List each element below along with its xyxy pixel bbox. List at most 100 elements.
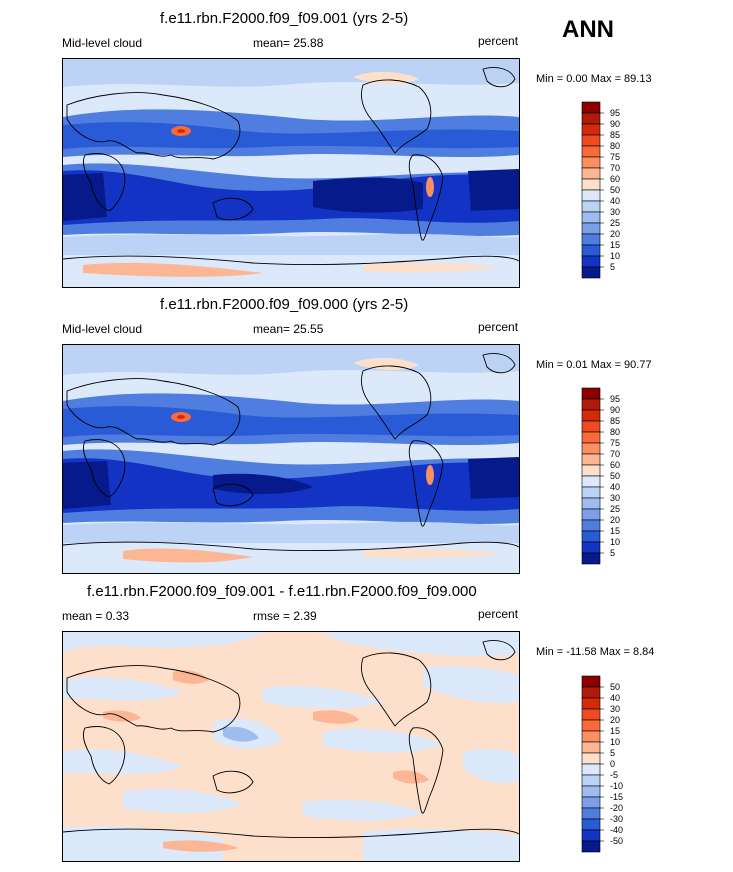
panel3-rmse-label: rmse = 2.39 — [253, 609, 317, 623]
colorbar-tick-label: 50 — [610, 682, 620, 692]
colorbar-swatch — [581, 785, 601, 798]
panel1-coastlines — [63, 67, 519, 266]
panel3-minmax-label: Min = -11.58 Max = 8.84 — [536, 646, 655, 658]
panel3-colorbar: 50 40 30 20 15 10 5 0 -5 -10 -15 -20 -30 -40 -50 — [581, 675, 642, 854]
panel2-units-label: percent — [478, 320, 519, 334]
colorbar-tick-label: 85 — [610, 130, 620, 140]
panel1-units-label: percent — [478, 34, 519, 48]
colorbar-tick-label: 25 — [610, 218, 620, 228]
colorbar-tick-label: 40 — [610, 482, 620, 492]
colorbar-tick-label: 80 — [610, 141, 620, 151]
colorbar-swatch — [581, 453, 601, 466]
colorbar-swatch — [581, 145, 601, 158]
colorbar-tick-label: 90 — [610, 405, 620, 415]
colorbar-swatch — [581, 233, 601, 246]
colorbar-tick-label: 75 — [610, 438, 620, 448]
colorbar-tick-label: -50 — [610, 836, 623, 846]
colorbar-swatch — [581, 222, 601, 235]
colorbar-tick-label: 5 — [610, 748, 615, 758]
colorbar-tick-label: 40 — [610, 196, 620, 206]
colorbar-swatch — [581, 112, 601, 125]
panel2-minmax-label: Min = 0.01 Max = 90.77 — [536, 359, 652, 371]
colorbar-swatch — [581, 431, 601, 444]
colorbar-swatch — [581, 497, 601, 510]
panel1-field — [63, 59, 519, 287]
panel3-title: f.e11.rbn.F2000.f09_f09.001 - f.e11.rbn.… — [87, 583, 477, 600]
panel1-mean-label: mean= 25.88 — [253, 36, 324, 50]
colorbar-swatch — [581, 420, 601, 433]
panel2-field — [63, 345, 519, 573]
colorbar-swatch — [581, 730, 601, 743]
colorbar-tick-label: 80 — [610, 427, 620, 437]
panel1-map — [62, 58, 520, 288]
colorbar-swatch — [581, 266, 601, 279]
colorbar-swatch — [581, 752, 601, 765]
colorbar-tick-label: -10 — [610, 781, 623, 791]
colorbar-tick-label: 15 — [610, 240, 620, 250]
colorbar-swatch — [581, 519, 601, 532]
panel3-mean-label: mean = 0.33 — [62, 609, 130, 623]
colorbar-swatch — [581, 156, 601, 169]
colorbar-tick-label: 10 — [610, 251, 620, 261]
colorbar-swatch — [581, 486, 601, 499]
panel2-variable-label: Mid-level cloud — [62, 322, 143, 336]
colorbar-tick-label: 10 — [610, 537, 620, 547]
colorbar-tick-label: 0 — [610, 759, 615, 769]
panel3-field — [63, 632, 519, 861]
colorbar-tick-label: 70 — [610, 163, 620, 173]
colorbar-swatch — [581, 244, 601, 257]
colorbar-tick-label: 60 — [610, 174, 620, 184]
panel3-coastlines — [63, 640, 519, 839]
colorbar-tick-label: 95 — [610, 108, 620, 118]
colorbar-tick-label: 10 — [610, 737, 620, 747]
colorbar-tick-label: 30 — [610, 704, 620, 714]
colorbar-swatch — [581, 464, 601, 477]
colorbar-tick-label: 5 — [610, 262, 615, 272]
colorbar-tick-label: 20 — [610, 715, 620, 725]
colorbar-tick-label: 15 — [610, 726, 620, 736]
colorbar-swatch — [581, 675, 601, 688]
colorbar-swatch — [581, 530, 601, 543]
colorbar-swatch — [581, 189, 601, 202]
colorbar-tick-label: 30 — [610, 207, 620, 217]
colorbar-swatch — [581, 409, 601, 422]
colorbar-tick-label: 75 — [610, 152, 620, 162]
colorbar-tick-label: -30 — [610, 814, 623, 824]
panel2-coastlines — [63, 353, 519, 552]
colorbar-swatch — [581, 774, 601, 787]
colorbar-tick-label: 50 — [610, 471, 620, 481]
colorbar-tick-label: 90 — [610, 119, 620, 129]
panel1-colorbar: 95 90 85 80 75 70 60 50 40 30 25 20 15 10 5 — [581, 101, 642, 280]
colorbar-swatch — [581, 101, 601, 114]
panel3-map — [62, 631, 520, 862]
panel2-colorbar: 95 90 85 80 75 70 60 50 40 30 25 20 15 10 5 — [581, 387, 642, 566]
colorbar-swatch — [581, 475, 601, 488]
colorbar-swatch — [581, 741, 601, 754]
panel2-title: f.e11.rbn.F2000.f09_f09.000 (yrs 2-5) — [160, 296, 409, 313]
colorbar-tick-label: -15 — [610, 792, 623, 802]
colorbar-swatch — [581, 442, 601, 455]
colorbar-swatch — [581, 719, 601, 732]
colorbar-swatch — [581, 167, 601, 180]
colorbar-tick-label: 20 — [610, 515, 620, 525]
colorbar-swatch — [581, 255, 601, 268]
colorbar-tick-label: -20 — [610, 803, 623, 813]
panel1-title: f.e11.rbn.F2000.f09_f09.001 (yrs 2-5) — [160, 10, 409, 27]
colorbar-swatch — [581, 387, 601, 400]
colorbar-swatch — [581, 552, 601, 565]
colorbar-swatch — [581, 763, 601, 776]
colorbar-swatch — [581, 796, 601, 809]
colorbar-tick-label: 5 — [610, 548, 615, 558]
colorbar-tick-label: -5 — [610, 770, 618, 780]
colorbar-swatch — [581, 200, 601, 213]
colorbar-swatch — [581, 211, 601, 224]
colorbar-swatch — [581, 697, 601, 710]
colorbar-tick-label: 30 — [610, 493, 620, 503]
colorbar-tick-label: 15 — [610, 526, 620, 536]
colorbar-tick-label: 50 — [610, 185, 620, 195]
colorbar-swatch — [581, 541, 601, 554]
colorbar-swatch — [581, 818, 601, 831]
panel2-mean-label: mean= 25.55 — [253, 322, 324, 336]
colorbar-swatch — [581, 508, 601, 521]
colorbar-tick-label: 25 — [610, 504, 620, 514]
